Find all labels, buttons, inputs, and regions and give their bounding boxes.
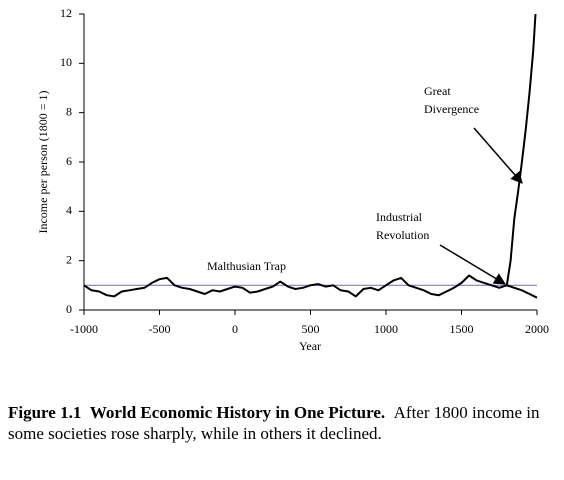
x-tick-label: 1000	[374, 322, 398, 336]
x-tick-label: 1500	[450, 322, 474, 336]
chart: Income per person (1800 = 1) Year 0 2 4 6 8 1…	[36, 6, 549, 353]
y-tick-label: 4	[66, 203, 72, 217]
x-tick-label: 0	[232, 322, 238, 336]
annotation: Industrial	[376, 210, 423, 224]
annotation: Divergence	[424, 102, 479, 116]
x-tick-label: -1000	[70, 322, 98, 336]
caption-label: Figure 1.1	[8, 403, 82, 422]
y-tick-label: 2	[66, 252, 72, 266]
y-axis-label: Income per person (1800 = 1)	[36, 90, 50, 233]
annotation-arrow	[439, 244, 507, 285]
annotation-arrow	[473, 127, 523, 184]
x-axis-label: Year	[299, 339, 321, 353]
y-tick-label: 6	[66, 154, 72, 168]
caption-title: World Economic History in One Picture.	[89, 403, 386, 422]
annotation: Malthusian Trap	[207, 259, 286, 273]
caption-text: After 1800 income in some societies rose…	[8, 403, 540, 443]
caption: Figure 1.1 World Economic History in One…	[8, 402, 556, 444]
annotation: Great	[424, 84, 451, 98]
y-tick-label: 10	[60, 55, 72, 69]
y-tick-label: 12	[60, 6, 72, 20]
x-tick-label: 500	[302, 322, 320, 336]
annotation: Revolution	[376, 228, 429, 242]
y-tick-label: 8	[66, 104, 72, 118]
x-tick-label: 2000	[525, 322, 549, 336]
y-tick-label: 0	[66, 302, 72, 316]
data-line	[83, 13, 537, 298]
x-tick-label: -500	[149, 322, 171, 336]
data-line	[506, 284, 538, 299]
